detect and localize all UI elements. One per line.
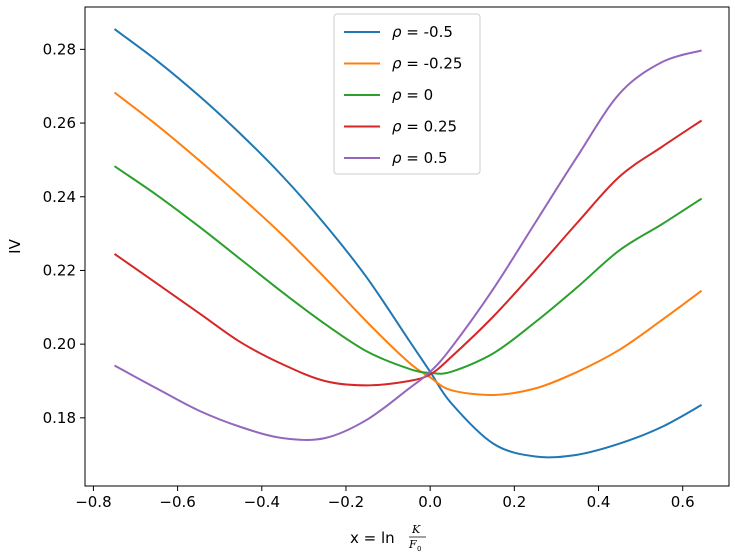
x-tick-label: 0.6 (671, 493, 695, 511)
plot-area (84, 6, 730, 487)
x-tick-label: −0.4 (244, 493, 280, 511)
y-tick-label: 0.24 (43, 188, 76, 206)
legend-entry-value: = -0.5 (402, 23, 453, 41)
series-line-4 (114, 49, 702, 441)
legend: ρ = -0.5 ρ = -0.25 ρ = 0 ρ = 0.25 ρ = 0.5 (333, 13, 481, 175)
x-tick-label: −0.2 (328, 493, 364, 511)
x-tick-label: −0.8 (75, 493, 111, 511)
series-line-2 (113, 165, 703, 375)
x-axis-label: x = ln K F 0 (350, 523, 426, 553)
x-tick-label: 0.2 (502, 493, 526, 511)
x-axis-label-numerator: K (411, 523, 421, 536)
x-axis-label-prefix: x = ln (350, 529, 395, 547)
legend-entry: ρ = -0.25 (392, 55, 462, 73)
x-tick-label: 0.0 (418, 493, 442, 511)
legend-entry-value: = -0.25 (402, 55, 463, 73)
legend-entry-value: = 0.25 (402, 118, 458, 136)
axis-ticks: −0.8 −0.6 −0.4 −0.2 0.0 0.2 0.4 0.6 0.18 0.20 0.22… (43, 40, 695, 511)
y-axis-label: IV (6, 238, 24, 253)
legend-box (333, 13, 481, 175)
legend-entry: ρ = -0.5 (392, 23, 453, 41)
y-tick-label: 0.20 (43, 335, 76, 353)
y-tick-label: 0.28 (43, 40, 76, 58)
legend-entry: ρ = 0 (392, 86, 433, 104)
series-line-0 (113, 28, 703, 459)
legend-entry-value: = 0.5 (402, 149, 448, 167)
legend-entry: ρ = 0.25 (392, 118, 457, 136)
x-tick-label: −0.6 (159, 493, 195, 511)
y-tick-label: 0.18 (43, 409, 76, 427)
y-tick-label: 0.22 (43, 261, 76, 279)
x-tick-label: 0.4 (587, 493, 611, 511)
x-axis-label-subscript: 0 (417, 545, 421, 553)
x-axis-label-denominator: F (408, 538, 417, 551)
y-tick-label: 0.26 (43, 114, 76, 132)
series-layer (113, 28, 703, 459)
legend-entry-value: = 0 (402, 86, 434, 104)
legend-entry: ρ = 0.5 (392, 149, 448, 167)
